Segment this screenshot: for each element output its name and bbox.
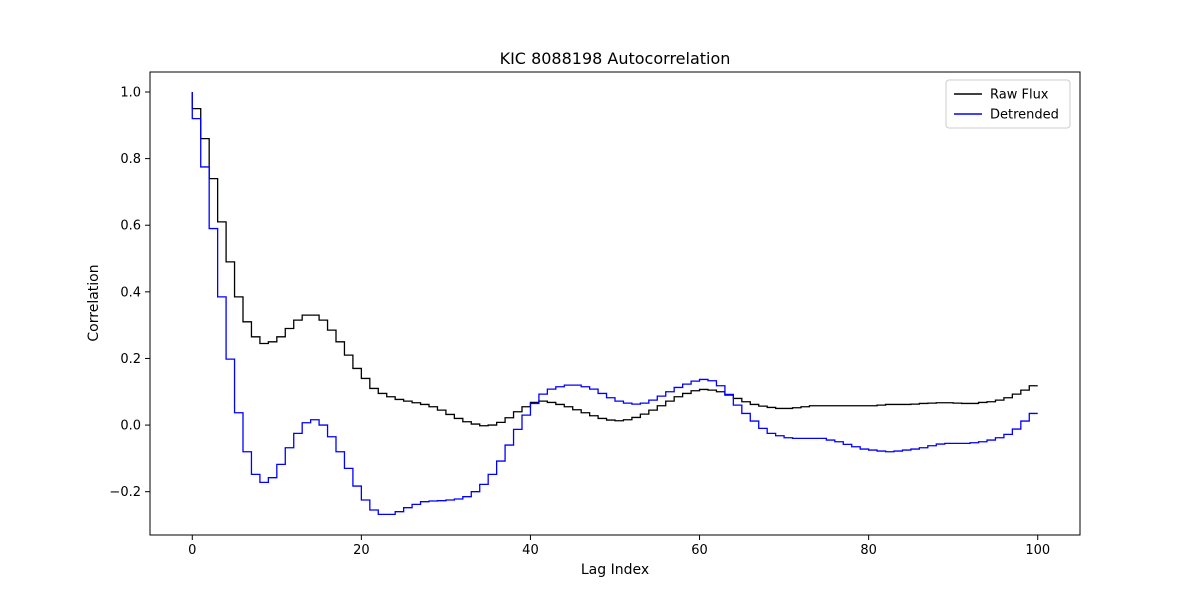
y-axis: −0.2 0.0 0.2 0.4 0.6 0.8 1.0 (109, 85, 150, 500)
x-tick-label: 100 (1025, 543, 1050, 558)
axes-frame (149, 71, 1081, 536)
x-axis-label: Lag Index (581, 562, 649, 578)
legend-box (945, 79, 1071, 129)
y-axis-label: Correlation (86, 264, 102, 341)
chart-title: KIC 8088198 Autocorrelation (500, 49, 731, 68)
y-tick-label: −0.2 (109, 485, 141, 500)
x-tick-label: 60 (691, 543, 708, 558)
x-axis: 0 20 40 60 80 100 (188, 535, 1050, 558)
x-tick-label: 40 (522, 543, 539, 558)
x-tick-label: 20 (353, 543, 370, 558)
y-tick-label: 0.8 (120, 152, 141, 167)
legend-label-raw-flux: Raw Flux (990, 88, 1049, 103)
series-line-detrended (191, 91, 1038, 515)
y-tick-label: 1.0 (120, 85, 141, 100)
plot-area (149, 71, 1081, 536)
y-tick-label: 0.4 (120, 285, 141, 300)
y-tick-label: 0.2 (120, 352, 141, 367)
series-line-raw-flux (191, 91, 1038, 427)
y-tick-label: 0.6 (120, 219, 141, 234)
legend: Raw Flux Detrended (945, 79, 1071, 129)
x-tick-label: 80 (860, 543, 877, 558)
y-tick-label: 0.0 (120, 419, 141, 434)
x-tick-label: 0 (188, 543, 196, 558)
legend-label-detrended: Detrended (990, 108, 1059, 123)
